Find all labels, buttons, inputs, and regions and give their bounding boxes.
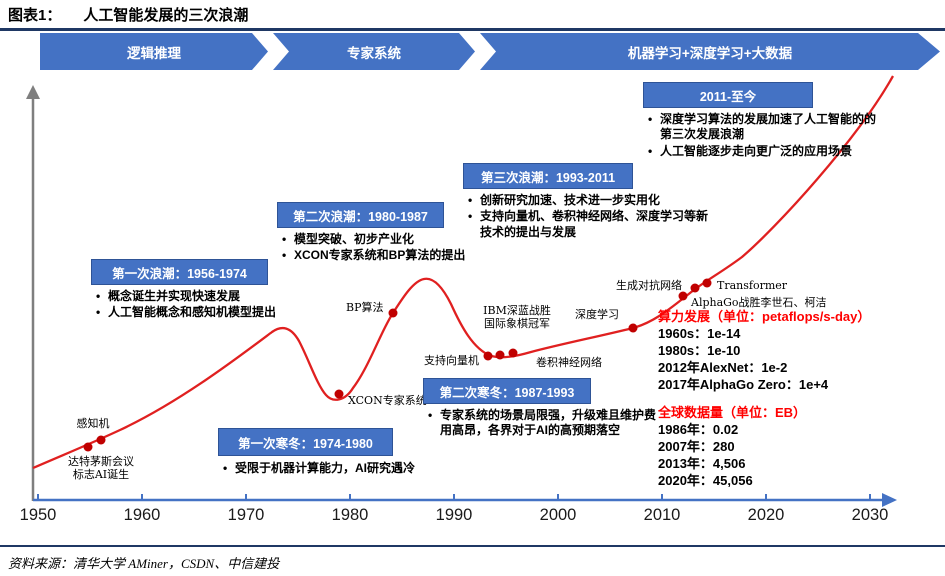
wave2-bullet: 模型突破、初步产业化 xyxy=(279,232,514,248)
figure-label: 图表1： xyxy=(8,7,62,24)
wave3-bullets: 创新研究加速、技术进一步实用化 支持向量机、卷积神经网络、深度学习等新技术的提出… xyxy=(465,193,708,241)
wave1-bullet: 人工智能概念和感知机模型提出 xyxy=(93,305,323,321)
wave1-header: 第一次浪潮：1956-1974 xyxy=(91,259,268,285)
milestone-dartmouth-label: 达特茅斯会议 标志AI诞生 xyxy=(68,455,134,482)
x-axis-arrowhead xyxy=(882,493,897,507)
x-tick-label: 2030 xyxy=(851,506,889,524)
dot-gan xyxy=(678,291,688,301)
data-stat-line: 2013年：4,506 xyxy=(658,456,746,471)
current-era-bullet: 人工智能逐步走向更广泛的应用场景 xyxy=(645,144,883,160)
winter1-bullet: 受限于机器计算能力，AI研究遇冷 xyxy=(220,461,490,477)
era-segment-expert: 专家系统 xyxy=(273,33,475,70)
milestone-perceptron-label: 感知机 xyxy=(76,417,110,430)
wave2-header: 第二次浪潮：1980-1987 xyxy=(277,202,444,228)
x-tick-label: 1970 xyxy=(227,506,265,524)
compute-stat-line: 1960s：1e-14 xyxy=(658,326,741,341)
milestone-transformer-label: Transformer xyxy=(717,279,788,292)
wave1-bullet: 概念诞生并实现快速发展 xyxy=(93,289,323,305)
current-era-bullets: 深度学习算法的发展加速了人工智能的的第三次发展浪潮 人工智能逐步走向更广泛的应用… xyxy=(645,112,883,160)
current-era-bullet: 深度学习算法的发展加速了人工智能的的第三次发展浪潮 xyxy=(645,112,883,143)
x-axis-ticks xyxy=(37,494,871,501)
page-title: 人工智能发展的三次浪潮 xyxy=(83,7,249,24)
milestone-deeplearning-label: 深度学习 xyxy=(575,308,619,321)
era-segment-label: 逻辑推理 xyxy=(127,45,181,61)
bottom-divider xyxy=(0,545,945,547)
milestone-bp-label: BP算法 xyxy=(346,301,384,314)
top-divider xyxy=(0,28,945,31)
era-segment-label: 机器学习+深度学习+大数据 xyxy=(627,45,793,61)
wave2-bullets: 模型突破、初步产业化 XCON专家系统和BP算法的提出 xyxy=(279,232,514,265)
wave2-bullet: XCON专家系统和BP算法的提出 xyxy=(279,248,514,264)
dot-cnn xyxy=(508,348,518,358)
data-stat-line: 1986年：0.02 xyxy=(658,422,739,437)
milestone-alphago-label: AlphaGo战胜李世石、柯洁 xyxy=(691,296,827,309)
wave3-header: 第三次浪潮：1993-2011 xyxy=(463,163,633,189)
x-tick-label: 2000 xyxy=(539,506,577,524)
x-tick-label: 2020 xyxy=(747,506,785,524)
milestone-cnn-label: 卷积神经网络 xyxy=(536,356,602,369)
wave3-bullet: 支持向量机、卷积神经网络、深度学习等新技术的提出与发展 xyxy=(465,209,708,240)
milestone-svm-label: 支持向量机 xyxy=(424,354,479,367)
winter1-bullets: 受限于机器计算能力，AI研究遇冷 xyxy=(220,461,490,477)
y-axis-arrowhead xyxy=(26,85,40,99)
winter2-bullet: 专家系统的场景局限强，升级难且维护费用高昂，各界对于AI的高预期落空 xyxy=(425,408,663,439)
compute-stats-heading: 算力发展（单位：petaflops/s-day） xyxy=(658,309,871,324)
dot-deepblue xyxy=(495,350,505,360)
milestone-dots xyxy=(83,278,712,452)
x-tick-label: 2010 xyxy=(643,506,681,524)
winter2-bullets: 专家系统的场景局限强，升级难且维护费用高昂，各界对于AI的高预期落空 xyxy=(425,408,663,440)
milestone-gan-label: 生成对抗网络 xyxy=(616,279,682,292)
data-stats-heading: 全球数据量（单位：EB） xyxy=(658,405,807,420)
dot-deeplearning xyxy=(628,323,638,333)
wave3-bullet: 创新研究加速、技术进一步实用化 xyxy=(465,193,708,209)
era-segment-ml: 机器学习+深度学习+大数据 xyxy=(480,33,940,70)
winter1-header: 第一次寒冬：1974-1980 xyxy=(218,428,393,456)
x-tick-label: 1980 xyxy=(331,506,369,524)
dot-xcon xyxy=(334,389,344,399)
dot-dartmouth xyxy=(83,442,93,452)
x-axis-labels: 1950 1960 1970 1980 1990 2000 2010 2020 … xyxy=(13,506,895,525)
compute-stat-line: 2017年AlphaGo Zero：1e+4 xyxy=(658,377,829,392)
compute-stat-line: 1980s：1e-10 xyxy=(658,343,741,358)
era-segment-logic: 逻辑推理 xyxy=(40,33,268,70)
source-note: 资料来源：清华大学 AMiner，CSDN、中信建投 xyxy=(8,556,280,571)
data-stat-line: 2020年：45,056 xyxy=(658,473,753,488)
dot-perceptron xyxy=(96,435,106,445)
winter2-header: 第二次寒冬：1987-1993 xyxy=(423,378,591,404)
milestone-xcon-label: XCON专家系统 xyxy=(348,394,427,407)
stats-block: 算力发展（单位：petaflops/s-day） 1960s：1e-14 198… xyxy=(658,308,943,489)
milestone-deepblue-label: IBM深蓝战胜 国际象棋冠军 xyxy=(483,304,551,331)
current-era-header: 2011-至今 xyxy=(643,82,813,108)
compute-stat-line: 2012年AlexNet：1e-2 xyxy=(658,360,788,375)
wave1-bullets: 概念诞生并实现快速发展 人工智能概念和感知机模型提出 xyxy=(93,289,323,322)
dot-svm xyxy=(483,351,493,361)
data-stat-line: 2007年：280 xyxy=(658,439,735,454)
x-tick-label: 1990 xyxy=(435,506,473,524)
figure-caption: 图表1： 人工智能发展的三次浪潮 xyxy=(8,4,248,25)
x-tick-label: 1960 xyxy=(123,506,161,524)
x-tick-label: 1950 xyxy=(19,506,57,524)
dot-bp xyxy=(388,308,398,318)
era-banner: 逻辑推理 专家系统 机器学习+深度学习+大数据 xyxy=(40,33,940,70)
dot-transformer xyxy=(690,283,700,293)
ai-development-curve xyxy=(32,75,895,470)
era-segment-label: 专家系统 xyxy=(347,45,401,61)
dot-alphago xyxy=(702,278,712,288)
